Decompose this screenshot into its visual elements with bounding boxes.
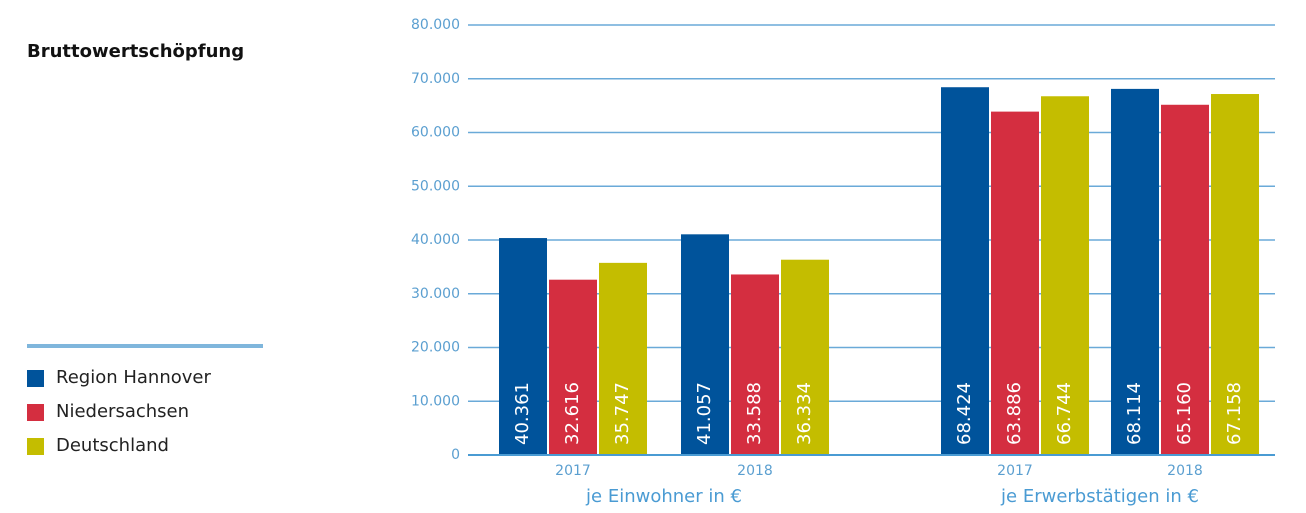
legend-swatch	[27, 404, 44, 421]
y-tick-label: 20.000	[411, 340, 460, 356]
bar	[1161, 104, 1209, 455]
value-label: 66.744	[1054, 382, 1075, 445]
value-label: 67.158	[1224, 382, 1245, 445]
value-label: 36.334	[794, 382, 815, 445]
value-label: 68.114	[1124, 382, 1145, 445]
y-tick-label: 70.000	[411, 71, 460, 87]
bar	[549, 279, 597, 455]
bar	[781, 259, 829, 455]
value-label: 35.747	[612, 382, 633, 445]
y-tick-label: 60.000	[411, 125, 460, 141]
bar	[599, 262, 647, 455]
x-tick-label: 2018	[1167, 463, 1203, 479]
legend-label: Niedersachsen	[56, 401, 189, 422]
bar	[681, 234, 729, 455]
value-label: 40.361	[512, 382, 533, 445]
y-tick-label: 50.000	[411, 178, 460, 194]
y-tick-label: 10.000	[411, 393, 460, 409]
y-tick-label: 80.000	[411, 17, 460, 33]
legend-label: Region Hannover	[56, 367, 211, 388]
chart-title: Bruttowertschöpfung	[27, 41, 244, 62]
bar	[499, 238, 547, 455]
bar	[1041, 96, 1089, 455]
legend-swatch	[27, 438, 44, 455]
bar	[1211, 94, 1259, 455]
value-label: 68.424	[954, 382, 975, 445]
x-tick-label: 2017	[997, 463, 1033, 479]
group-label: je Erwerbstätigen in €	[1000, 486, 1199, 507]
value-label: 32.616	[562, 382, 583, 445]
y-tick-label: 0	[451, 447, 460, 463]
value-label: 41.057	[694, 382, 715, 445]
group-label: je Einwohner in €	[585, 486, 742, 507]
legend-swatch	[27, 370, 44, 387]
bar	[991, 111, 1039, 456]
value-label: 65.160	[1174, 382, 1195, 445]
legend-label: Deutschland	[56, 435, 169, 456]
bar	[1111, 88, 1159, 455]
x-tick-label: 2018	[737, 463, 773, 479]
value-label: 33.588	[744, 382, 765, 445]
y-tick-label: 40.000	[411, 232, 460, 248]
bar	[731, 274, 779, 455]
x-tick-label: 2017	[555, 463, 591, 479]
y-tick-label: 30.000	[411, 286, 460, 302]
value-label: 63.886	[1004, 382, 1025, 445]
bar	[941, 87, 989, 455]
